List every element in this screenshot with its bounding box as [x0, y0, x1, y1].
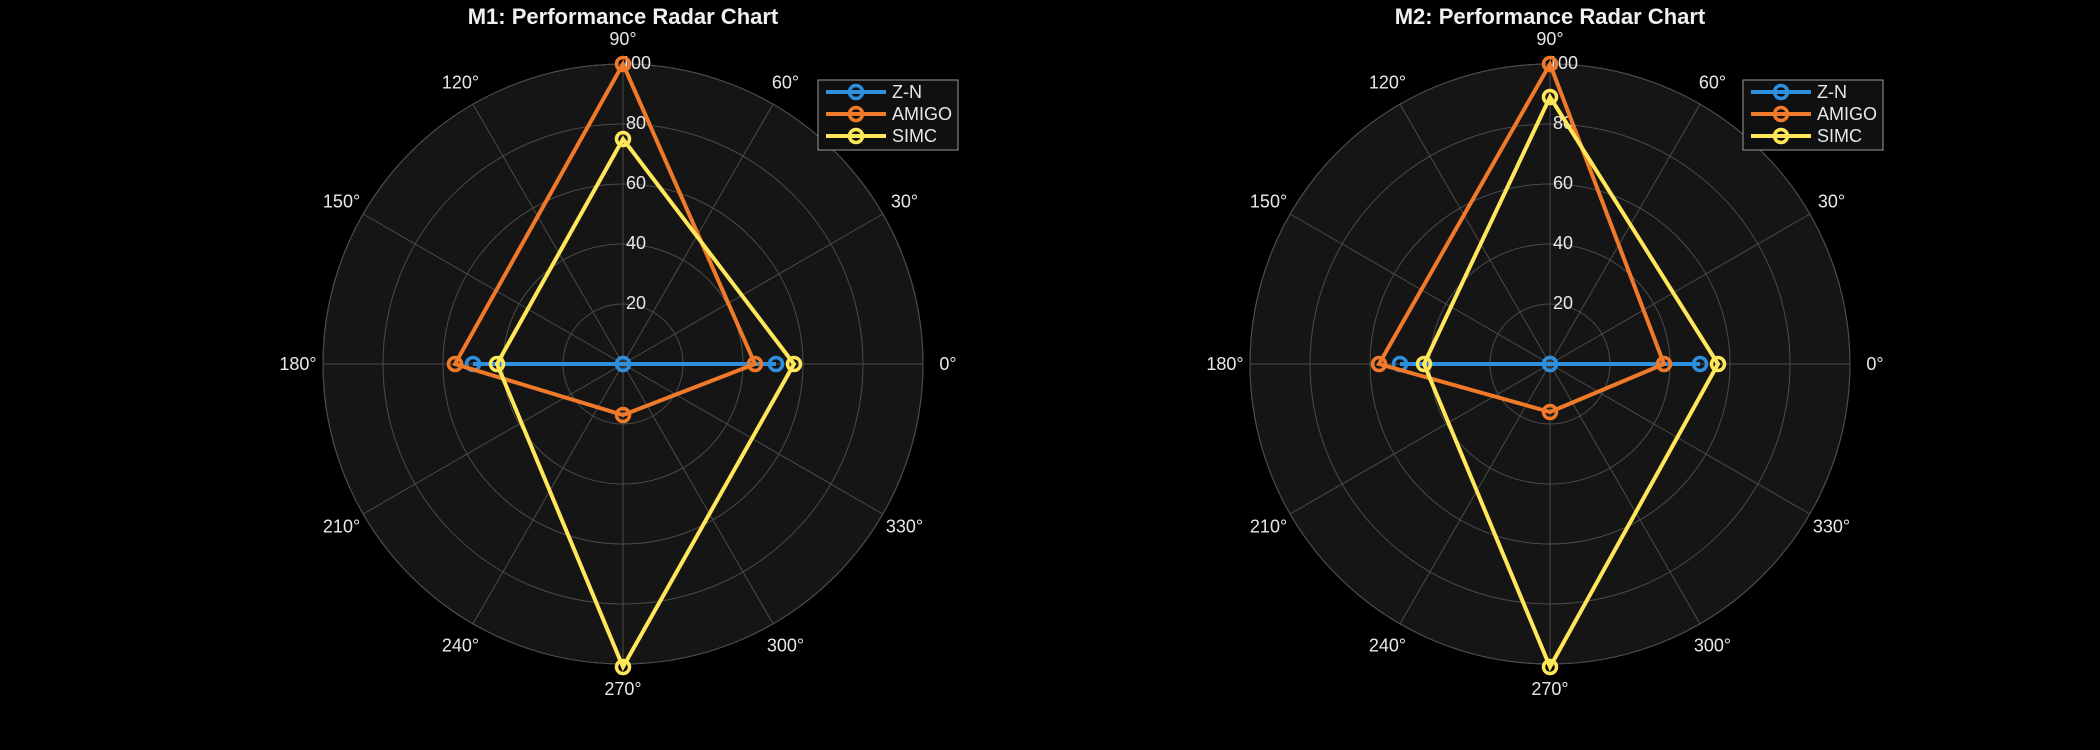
data-point-simc [614, 130, 632, 148]
legend-label: Z-N [1817, 82, 1847, 102]
angular-gridline [1399, 363, 1551, 625]
data-point-amigo [614, 55, 632, 73]
theta-tick-label: 300° [767, 635, 804, 655]
theta-tick-label: 270° [1531, 679, 1568, 699]
legend-label: Z-N [892, 82, 922, 102]
data-point-simc [1541, 658, 1559, 676]
radial-tick-label: 60 [1553, 173, 1573, 193]
legend-marker [1772, 83, 1790, 101]
theta-tick-label: 210° [323, 517, 360, 537]
angular-gridline [1399, 103, 1551, 365]
series-line-amigo [452, 59, 758, 418]
data-point-amigo [1370, 355, 1388, 373]
theta-tick-label: 120° [442, 73, 479, 93]
legend-label: AMIGO [1817, 104, 1877, 124]
theta-tick-label: 60° [1699, 73, 1726, 93]
data-point-amigo [746, 355, 764, 373]
theta-tick-label: 270° [604, 679, 641, 699]
data-point-z-n [1541, 355, 1559, 373]
angular-gridline [622, 213, 884, 365]
data-point-amigo [446, 355, 464, 373]
data-point-simc [1415, 355, 1433, 373]
data-point-amigo [614, 406, 632, 424]
theta-tick-label: 90° [609, 29, 636, 49]
angular-gridline [472, 103, 624, 365]
angular-gridline [1549, 213, 1811, 365]
angular-gridline [362, 213, 624, 365]
data-point-simc [1709, 355, 1727, 373]
angular-gridline [1549, 103, 1701, 365]
theta-tick-label: 300° [1694, 635, 1731, 655]
radial-tick-label: 20 [626, 293, 646, 313]
theta-tick-label: 0° [1866, 354, 1883, 374]
legend-label: SIMC [1817, 126, 1862, 146]
radial-tick-label: 40 [626, 233, 646, 253]
radar-chart-2: 0° 30° 60° 90° 120° 150° 180° 210° 240° 270° 300° 3… [1206, 4, 1883, 699]
radial-tick-label: 40 [1553, 233, 1573, 253]
theta-tick-label: 330° [886, 517, 923, 537]
theta-tick-label: 150° [323, 192, 360, 212]
theta-tick-label: 90° [1536, 29, 1563, 49]
theta-tick-label: 60° [772, 73, 799, 93]
radial-tick-label: 80 [626, 113, 646, 133]
legend-label: AMIGO [892, 104, 952, 124]
theta-tick-label: 180° [279, 354, 316, 374]
data-point-amigo [1655, 355, 1673, 373]
legend-marker [1772, 127, 1790, 145]
data-point-amigo [1541, 55, 1559, 73]
legend-label: SIMC [892, 126, 937, 146]
chart-title: M1: Performance Radar Chart [468, 4, 779, 29]
theta-tick-label: 30° [1818, 192, 1845, 212]
series-line-amigo [1375, 59, 1667, 415]
series-line-simc [1421, 92, 1721, 672]
theta-tick-label: 330° [1813, 517, 1850, 537]
radial-tick-label: 60 [626, 173, 646, 193]
angular-gridline [1549, 363, 1701, 625]
theta-tick-label: 150° [1250, 192, 1287, 212]
legend-marker [847, 83, 865, 101]
theta-tick-label: 240° [442, 635, 479, 655]
angular-gridline [1549, 363, 1811, 515]
data-point-z-n [1691, 355, 1709, 373]
angular-gridline [362, 363, 624, 515]
data-point-simc [785, 355, 803, 373]
legend-marker [1772, 105, 1790, 123]
data-point-simc [614, 658, 632, 676]
theta-tick-label: 120° [1369, 73, 1406, 93]
legend-marker [847, 127, 865, 145]
chart-title: M2: Performance Radar Chart [1395, 4, 1706, 29]
theta-tick-label: 180° [1206, 354, 1243, 374]
legend-marker [847, 105, 865, 123]
theta-tick-label: 210° [1250, 517, 1287, 537]
data-point-simc [1541, 88, 1559, 106]
series-line-simc [494, 135, 797, 672]
data-point-z-n [614, 355, 632, 373]
data-point-simc [488, 355, 506, 373]
theta-tick-label: 30° [891, 192, 918, 212]
angular-gridline [1289, 363, 1551, 515]
radar-chart-1: 0° 30° 60° 90° 120° 150° 180° 210° 240° 270° 300° 3… [279, 4, 959, 699]
radial-tick-label: 20 [1553, 293, 1573, 313]
theta-tick-label: 240° [1369, 635, 1406, 655]
theta-tick-label: 0° [939, 354, 956, 374]
data-point-z-n [767, 355, 785, 373]
data-point-amigo [1541, 403, 1559, 421]
